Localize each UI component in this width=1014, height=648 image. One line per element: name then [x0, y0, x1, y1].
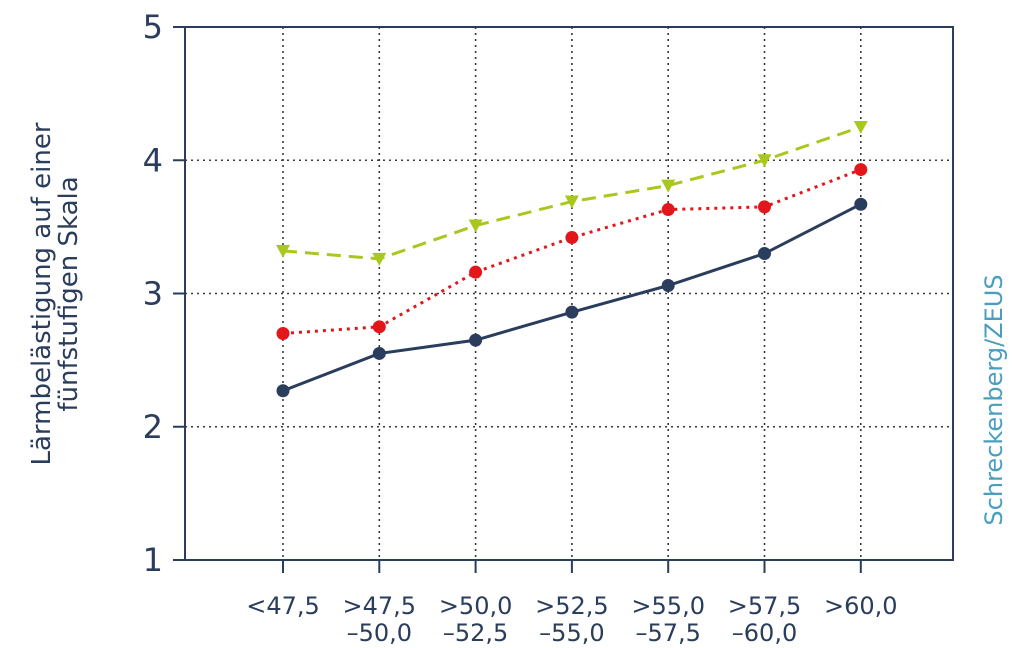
y-tick-label: 4	[143, 141, 163, 179]
data-point-marker	[661, 179, 676, 193]
data-point-marker	[853, 120, 868, 134]
y-tick-label: 2	[143, 408, 163, 446]
data-point-marker	[469, 333, 483, 347]
data-point-marker	[758, 247, 771, 261]
data-point-marker	[758, 200, 771, 214]
data-point-marker	[372, 346, 386, 360]
image-credit: Schreckenberg/ZEUS	[980, 274, 1008, 525]
y-axis-label-line: fünfstufigen Skala	[54, 176, 84, 411]
data-point-marker	[276, 384, 290, 398]
data-point-marker	[276, 244, 290, 258]
data-series	[276, 120, 868, 398]
x-tick-label: >47,5 –50,0	[343, 592, 417, 647]
data-point-marker	[661, 279, 675, 293]
x-tick-label: >57,5 –60,0	[728, 592, 802, 647]
x-tick-label: >52,5 –55,0	[535, 592, 609, 647]
y-tick-label: 5	[143, 8, 163, 46]
data-point-marker	[469, 265, 483, 279]
y-axis-ticks: 1 2 3 4 5	[143, 8, 185, 579]
x-tick-label: <47,5	[246, 592, 320, 620]
data-point-marker	[565, 305, 579, 319]
data-point-marker	[564, 195, 579, 209]
data-point-marker	[468, 219, 483, 233]
data-point-marker	[565, 231, 579, 245]
data-point-marker	[757, 154, 772, 168]
data-point-marker	[661, 203, 675, 217]
data-point-marker	[276, 326, 290, 340]
y-axis-label: Lärmbelästigung auf einerfünfstufigen Sk…	[27, 122, 84, 465]
x-axis-ticks: <47,5 >47,5 –50,0 >50,0 –52,5 >52,5 –55,0 >55,0…	[246, 560, 898, 647]
data-point-marker	[854, 163, 868, 177]
x-tick-label: >50,0 –52,5	[439, 592, 513, 647]
x-tick-label: >60,0	[824, 592, 898, 620]
grid-lines	[185, 27, 953, 560]
data-point-marker	[854, 197, 868, 211]
x-tick-label: >55,0 –57,5	[631, 592, 705, 647]
data-point-marker	[372, 320, 386, 334]
y-tick-label: 3	[143, 275, 163, 313]
data-point-marker	[372, 252, 387, 266]
y-axis-label-line: Lärmbelästigung auf einer	[27, 122, 57, 465]
y-tick-label: 1	[143, 541, 163, 579]
